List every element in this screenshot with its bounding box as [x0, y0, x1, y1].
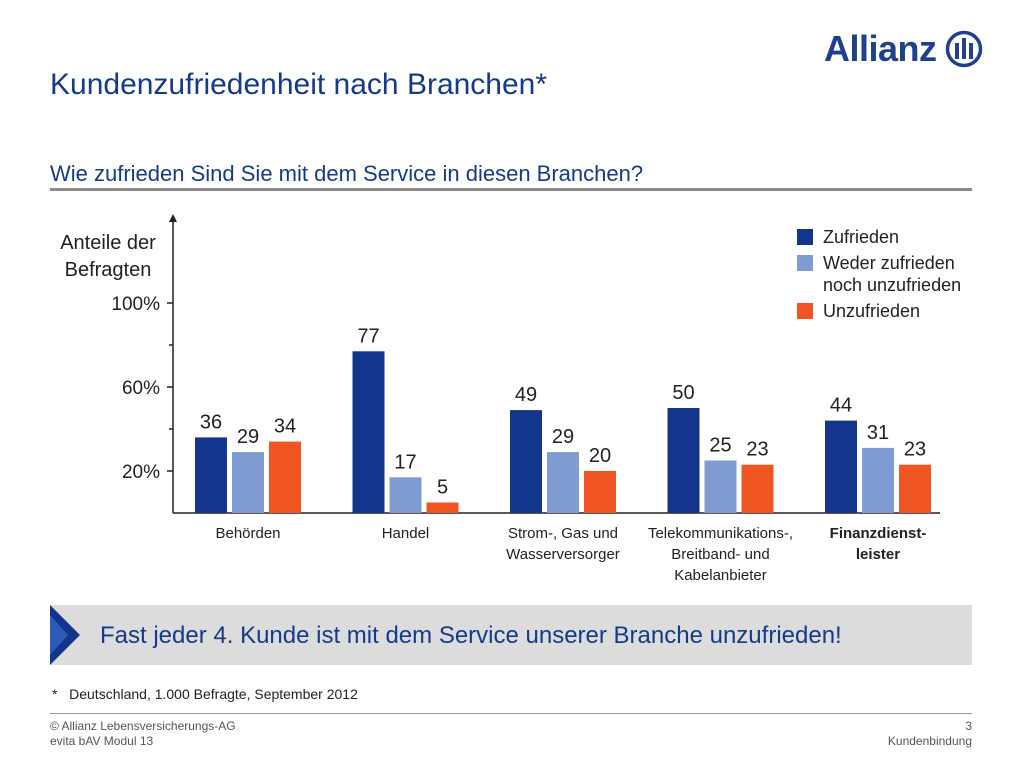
- legend-item: Weder zufrieden noch unzufrieden: [797, 252, 961, 296]
- footer-page-number: 3: [888, 719, 972, 734]
- bar-value-label: 50: [672, 382, 694, 404]
- category-label: Finanzdienst-leister: [830, 525, 927, 563]
- bar: [862, 448, 894, 513]
- y-tick-label: 100%: [111, 294, 160, 315]
- bar: [195, 437, 227, 513]
- legend-swatch: [797, 303, 813, 319]
- legend-label: Unzufrieden: [823, 300, 920, 322]
- legend-swatch: [797, 229, 813, 245]
- footer-section: Kundenbindung: [888, 734, 972, 749]
- footer-module: evita bAV Modul 13: [50, 734, 236, 749]
- bar-value-label: 44: [830, 395, 852, 417]
- category-label: Strom-, Gas und Wasserversorger: [506, 525, 620, 563]
- bar-value-label: 29: [237, 426, 259, 448]
- bar-value-label: 49: [515, 384, 537, 406]
- bar-value-label: 17: [394, 451, 416, 473]
- bar-value-label: 29: [552, 426, 574, 448]
- bar-value-label: 31: [867, 422, 889, 444]
- footer-left: © Allianz Lebensversicherungs-AG evita b…: [50, 719, 236, 749]
- key-finding-banner: Fast jeder 4. Kunde ist mit dem Service …: [50, 605, 972, 665]
- bar: [390, 477, 422, 513]
- banner-text: Fast jeder 4. Kunde ist mit dem Service …: [100, 622, 842, 650]
- legend-item: Zufrieden: [797, 226, 961, 248]
- bar: [510, 410, 542, 513]
- footnote: * Deutschland, 1.000 Befragte, September…: [52, 686, 358, 702]
- footer-right: 3 Kundenbindung: [888, 719, 972, 749]
- bar-value-label: 23: [746, 439, 768, 461]
- bar-value-label: 5: [437, 477, 448, 499]
- y-axis-label: Anteile der Befragten: [60, 232, 156, 281]
- bar: [899, 465, 931, 513]
- bar-value-label: 34: [274, 416, 296, 438]
- category-label: Telekommunikations-, Breitband- und Kabela…: [648, 525, 793, 584]
- chart-legend: Zufrieden Weder zufrieden noch unzufriede…: [797, 226, 961, 326]
- legend-label: Weder zufrieden noch unzufrieden: [823, 252, 961, 296]
- y-tick-label: 20%: [122, 462, 160, 483]
- bar: [825, 421, 857, 513]
- footer-copyright: © Allianz Lebensversicherungs-AG: [50, 719, 236, 734]
- bar: [547, 452, 579, 513]
- legend-label: Zufrieden: [823, 226, 899, 248]
- bar: [353, 351, 385, 513]
- legend-item: Unzufrieden: [797, 300, 961, 322]
- bar: [269, 442, 301, 513]
- bar: [668, 408, 700, 513]
- category-label: Behörden: [215, 525, 280, 542]
- legend-swatch: [797, 255, 813, 271]
- category-label: Handel: [382, 525, 430, 542]
- bar: [742, 465, 774, 513]
- bar: [705, 461, 737, 514]
- y-tick-label: 60%: [122, 378, 160, 399]
- bar-value-label: 25: [709, 435, 731, 457]
- bar: [232, 452, 264, 513]
- bar-value-label: 20: [589, 445, 611, 467]
- bar: [427, 503, 459, 514]
- footer-divider: [50, 713, 972, 714]
- bar: [584, 471, 616, 513]
- arrow-right-icon: [50, 605, 80, 665]
- bar-value-label: 23: [904, 439, 926, 461]
- bar-value-label: 77: [357, 325, 379, 347]
- y-axis-arrow: [169, 214, 177, 222]
- bar-value-label: 36: [200, 411, 222, 433]
